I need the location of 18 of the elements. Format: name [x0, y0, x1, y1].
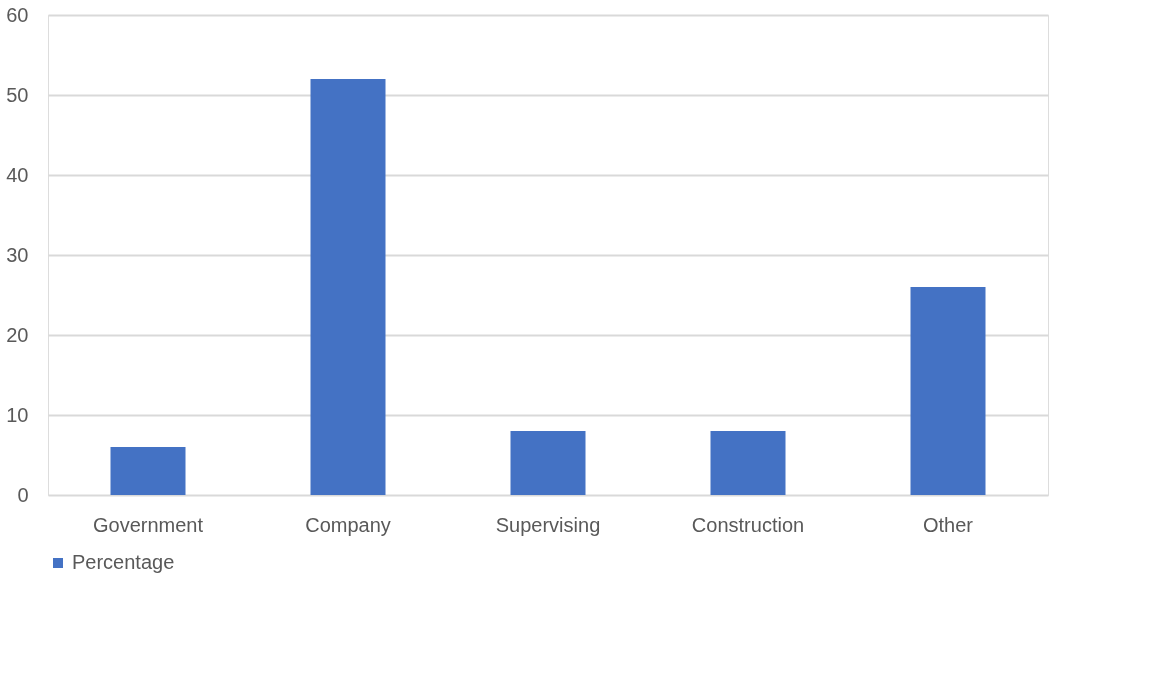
bar	[310, 79, 386, 495]
bar	[110, 447, 186, 495]
x-tick-label: Other	[922, 513, 974, 536]
x-tick-label: Construction	[691, 513, 805, 536]
bar	[910, 287, 986, 495]
x-tick-label: Company	[305, 513, 391, 536]
bar	[510, 431, 586, 495]
bar	[710, 431, 786, 495]
legend-label: Percentage	[72, 551, 175, 573]
x-tick-label: Government	[92, 513, 204, 536]
y-tick-label: 50	[6, 83, 29, 106]
x-tick-label: Supervising	[495, 513, 601, 536]
y-tick-label: 10	[6, 403, 29, 426]
y-tick-label: 0	[17, 483, 29, 506]
y-tick-label: 60	[6, 3, 29, 26]
y-tick-label: 20	[6, 323, 29, 346]
y-tick-label: 40	[6, 163, 29, 186]
y-tick-label: 30	[6, 243, 29, 266]
